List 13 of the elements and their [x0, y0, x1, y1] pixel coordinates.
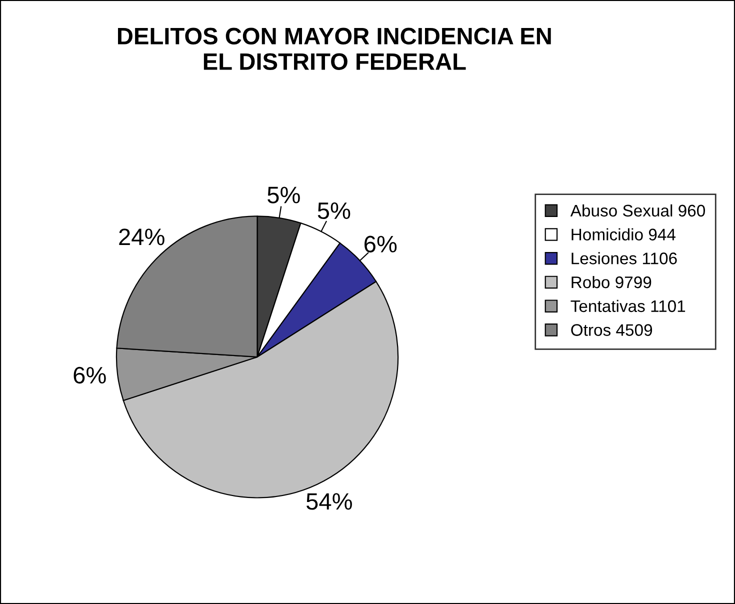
legend-label: Homicidio 944 [572, 228, 676, 240]
legend-label: Lesiones 1106 [572, 252, 677, 264]
legend-label: Abuso Sexual 960 [570, 204, 705, 217]
data-label: 6% [364, 236, 397, 252]
legend-label: Tentativas 1101 [570, 300, 686, 312]
data-label: 24% [119, 228, 164, 246]
chart-title: DELITOS CON MAYOR INCIDENCIA EN EL DISTRITO FEDERAL [118, 28, 551, 70]
data-label: 5% [268, 186, 300, 204]
data-label: 5% [318, 202, 350, 220]
legend-label: Otros 4509 [571, 324, 652, 336]
data-label: 6% [74, 366, 106, 384]
data-label: 54% [306, 493, 352, 510]
legend-label: Robo 9799 [572, 276, 652, 288]
